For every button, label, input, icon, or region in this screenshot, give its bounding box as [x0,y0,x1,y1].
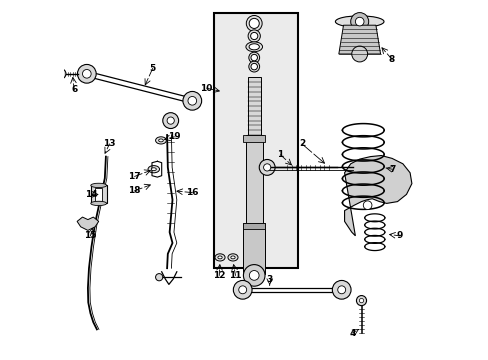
Bar [247,77,260,135]
Text: 8: 8 [388,55,394,64]
Circle shape [187,96,196,105]
Circle shape [337,286,345,294]
Ellipse shape [227,254,238,261]
Circle shape [355,17,363,26]
Circle shape [183,91,201,110]
Circle shape [56,69,66,79]
Circle shape [246,15,262,31]
Bar [213,13,298,268]
Bar [243,135,264,142]
Text: 9: 9 [395,231,402,240]
Polygon shape [338,25,380,54]
Ellipse shape [248,44,259,50]
Circle shape [248,52,259,63]
Text: 1: 1 [277,150,283,159]
Text: 2: 2 [298,139,305,148]
Text: 5: 5 [149,64,156,73]
Circle shape [250,32,257,40]
Ellipse shape [215,254,224,261]
Circle shape [77,64,96,83]
Circle shape [250,63,257,70]
Text: 11: 11 [229,271,241,280]
Ellipse shape [245,42,262,52]
Circle shape [243,265,264,286]
Circle shape [359,298,363,303]
Bar [243,223,264,274]
Polygon shape [344,156,411,236]
Circle shape [233,280,251,299]
Text: 6: 6 [71,85,77,94]
Circle shape [350,13,368,31]
Text: 3: 3 [266,274,272,284]
Circle shape [363,201,371,210]
Circle shape [238,286,246,294]
Ellipse shape [91,201,106,206]
Circle shape [351,46,367,62]
Circle shape [163,113,178,129]
Bar [95,188,102,201]
Circle shape [59,72,63,76]
Circle shape [356,296,366,306]
Bar [243,223,264,229]
Ellipse shape [335,16,383,27]
Polygon shape [77,217,99,230]
Text: 10: 10 [200,84,212,93]
Text: 13: 13 [103,139,116,148]
Ellipse shape [158,139,163,142]
Text: 14: 14 [85,190,98,199]
Circle shape [249,271,259,280]
Text: 19: 19 [168,132,180,141]
Ellipse shape [218,256,222,259]
Circle shape [263,164,270,171]
Text: 17: 17 [128,172,141,181]
Ellipse shape [148,166,159,173]
Bar [91,185,106,203]
Text: 4: 4 [348,328,355,338]
Ellipse shape [151,168,156,171]
Circle shape [247,30,260,42]
Text: 16: 16 [185,188,198,197]
Text: 18: 18 [128,186,141,195]
Circle shape [248,61,259,72]
Text: 7: 7 [388,165,394,174]
Bar [245,135,263,223]
Circle shape [167,117,174,124]
Circle shape [249,18,259,28]
Circle shape [155,274,163,281]
Ellipse shape [155,137,166,144]
Circle shape [250,54,257,61]
Circle shape [82,69,91,78]
Circle shape [259,159,275,175]
Text: 12: 12 [213,271,225,280]
Ellipse shape [230,256,235,259]
Ellipse shape [91,183,106,188]
Text: 15: 15 [84,231,97,240]
Circle shape [332,280,350,299]
